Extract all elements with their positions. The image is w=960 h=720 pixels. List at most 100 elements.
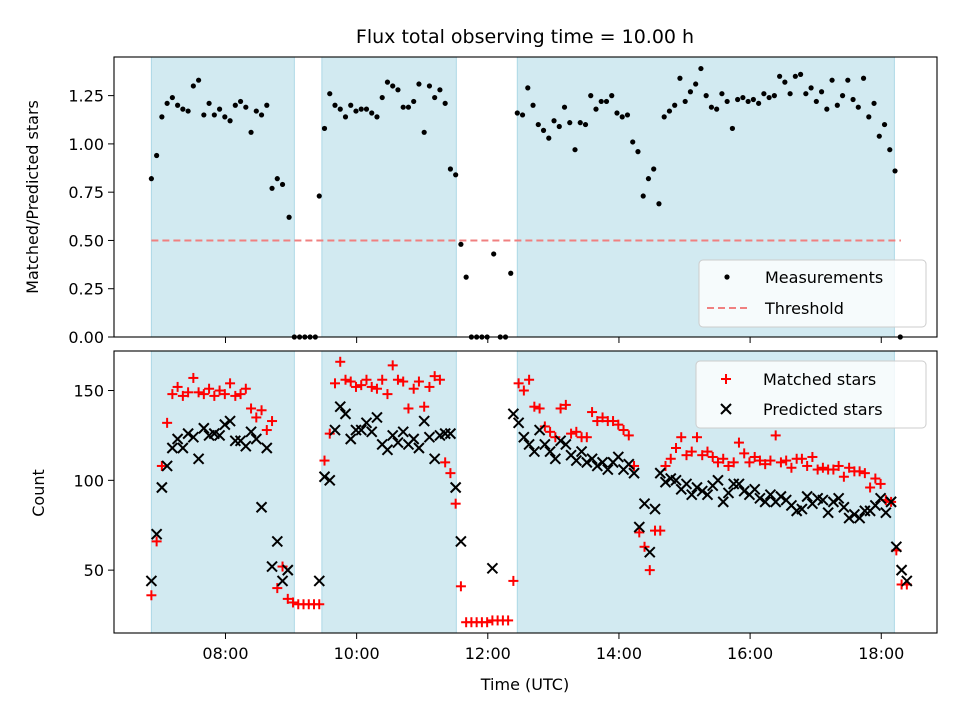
- measurement-point: [546, 135, 552, 141]
- predicted-star-point: [602, 463, 614, 476]
- measurement-point: [169, 94, 175, 101]
- predicted-star-point: [874, 492, 887, 504]
- matched-star-point: [382, 389, 393, 400]
- predicted-star-point: [838, 501, 850, 513]
- measurement-point: [829, 77, 835, 83]
- matched-star-point: [765, 455, 776, 466]
- measurement-point: [651, 166, 657, 172]
- matched-star-point: [702, 446, 713, 457]
- predicted-star-point: [245, 426, 257, 438]
- predicted-star-point: [638, 497, 651, 510]
- measurement-point: [180, 106, 186, 112]
- predicted-star-point: [366, 426, 378, 438]
- measurement-point: [750, 96, 756, 103]
- matched-star-point: [204, 383, 215, 394]
- measurement-point: [264, 102, 270, 108]
- predicted-star-point: [198, 422, 210, 434]
- measurement-point: [258, 112, 265, 118]
- matched-star-point: [198, 389, 209, 400]
- predicted-star-point: [177, 442, 189, 454]
- matched-star-point: [350, 381, 361, 392]
- matched-star-point: [403, 403, 414, 414]
- matched-star-point: [277, 561, 288, 572]
- measurement-point: [656, 201, 662, 207]
- measurement-point: [687, 89, 694, 95]
- matched-star-point: [807, 451, 818, 462]
- matched-star-point: [691, 432, 702, 443]
- plot-frame: [113, 56, 938, 338]
- measurement-point: [761, 91, 767, 97]
- predicted-star-point: [649, 503, 661, 515]
- matched-star-point: [534, 403, 545, 414]
- measurement-point: [514, 110, 520, 116]
- matched-star-point: [781, 455, 792, 466]
- measurement-point: [766, 94, 772, 101]
- measurement-point: [635, 149, 641, 155]
- predicted-star-point: [654, 467, 666, 479]
- measurement-point: [421, 129, 427, 135]
- predicted-star-point: [523, 438, 535, 451]
- x-tick-label: 08:00: [202, 644, 248, 663]
- matched-star-point: [366, 381, 377, 392]
- matched-star-point: [282, 593, 293, 604]
- measurement-point: [572, 147, 578, 153]
- matched-star-point: [749, 451, 760, 462]
- predicted-star-point: [728, 478, 740, 490]
- x-tick-label: 16:00: [727, 644, 773, 663]
- x-tick-label: 10:00: [334, 644, 380, 663]
- matched-star-point: [760, 459, 771, 470]
- matched-star-point: [539, 421, 550, 432]
- predicted-star-point: [240, 440, 252, 452]
- measurement-point: [619, 114, 625, 120]
- matched-star-point: [786, 462, 797, 473]
- count-legend-box: [695, 360, 927, 429]
- matched-star-point: [618, 425, 629, 436]
- predicted-star-point: [633, 521, 645, 533]
- legend-predicted-label: Predicted stars: [763, 400, 883, 419]
- predicted-star-point: [271, 535, 283, 548]
- matched-star-point: [371, 383, 382, 394]
- measurement-point: [185, 108, 191, 114]
- matched-star-point: [712, 457, 723, 468]
- count-y-axis-label: Count: [29, 469, 48, 517]
- matched-star-point: [177, 390, 188, 401]
- measurement-point: [348, 102, 354, 108]
- matched-star-point: [314, 599, 325, 610]
- matched-star-point: [728, 457, 739, 468]
- measurement-point: [447, 166, 454, 172]
- measurement-point: [839, 93, 846, 99]
- ratio-panel: 0.00 0.25 0.50 0.75 1.00 1.25 Matched/Predict…: [23, 56, 938, 347]
- matched-star-point: [796, 453, 807, 464]
- measurement-point: [567, 120, 573, 126]
- matched-star-point: [387, 360, 398, 371]
- predicted-star-point: [895, 564, 908, 576]
- measurement-point: [243, 104, 249, 110]
- x-axis-label: Time (UTC): [480, 675, 569, 694]
- y-tick-label: 0.25: [68, 280, 104, 299]
- matched-star-point: [571, 426, 582, 437]
- matched-star-point: [828, 464, 839, 475]
- measurement-point: [724, 98, 730, 105]
- predicted-star-point: [843, 512, 855, 524]
- measurement-point: [148, 176, 154, 182]
- predicted-star-point: [533, 424, 546, 436]
- measurement-point: [640, 193, 646, 199]
- measurement-point: [797, 71, 804, 77]
- measurement-point: [175, 102, 181, 108]
- ratio-legend: Measurements Threshold: [698, 259, 927, 328]
- measurement-point: [556, 123, 562, 130]
- measurement-point: [630, 139, 636, 145]
- matched-star-point: [156, 460, 167, 471]
- measurement-point: [824, 106, 830, 112]
- measurement-point: [321, 125, 328, 132]
- predicted-star-point: [733, 478, 745, 490]
- matched-star-point: [655, 525, 666, 536]
- measurement-point: [384, 79, 391, 85]
- predicted-star-point: [591, 460, 604, 472]
- matched-star-point: [188, 372, 199, 383]
- y-tick-label: 1.00: [68, 135, 104, 154]
- matched-star-point: [146, 590, 157, 601]
- matched-star-point: [802, 460, 813, 471]
- predicted-star-point: [832, 492, 845, 504]
- measurement-point: [782, 79, 788, 85]
